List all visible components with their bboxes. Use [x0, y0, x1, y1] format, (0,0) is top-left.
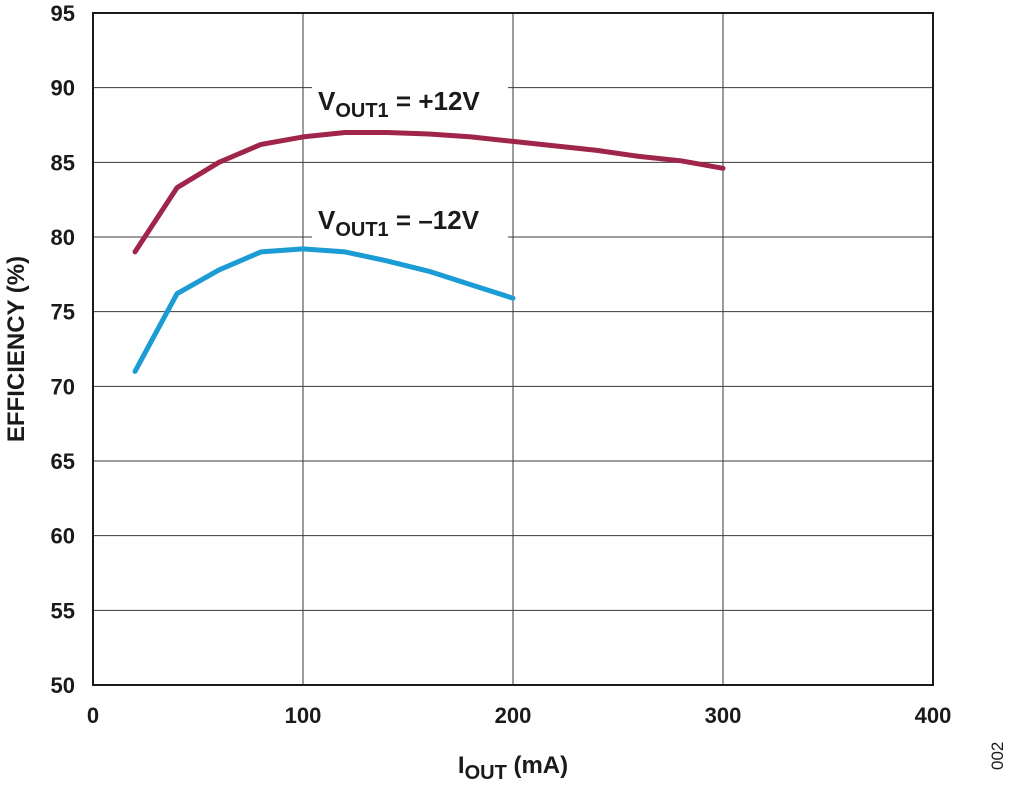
x-tick-label-0: 0: [87, 703, 99, 728]
series-line-pos12v: [132, 130, 726, 255]
series-label-neg12v-value: = –12V: [389, 205, 480, 235]
y-tick-label-55: 55: [51, 598, 75, 623]
x-tick-label-400: 400: [915, 703, 952, 728]
y-tick-label-65: 65: [51, 449, 75, 474]
y-tick-label-60: 60: [51, 524, 75, 549]
y-tick-label-70: 70: [51, 374, 75, 399]
series-label-pos12v-group: VOUT1 = +12V: [312, 78, 508, 122]
y-tick-label-50: 50: [51, 673, 75, 698]
x-axis-title: IOUT (mA): [458, 752, 568, 784]
y-tick-label-95: 95: [51, 1, 75, 26]
x-axis-title-subscript: OUT: [465, 762, 507, 784]
y-tick-label-75: 75: [51, 300, 75, 325]
series-label-pos12v-main: V: [318, 86, 336, 116]
series-label-neg12v-main: V: [318, 205, 336, 235]
x-axis-title-main: I: [458, 752, 465, 779]
y-tick-label-80: 80: [51, 225, 75, 250]
series-label-neg12v-group: VOUT1 = –12V: [312, 197, 508, 241]
y-tick-label-90: 90: [51, 76, 75, 101]
y-tick-label-85: 85: [51, 150, 75, 175]
x-tick-label-200: 200: [495, 703, 532, 728]
series-label-neg12v-bg: [312, 197, 508, 239]
series-label-neg12v-subscript: OUT1: [335, 219, 388, 241]
series-group: [132, 130, 726, 374]
series-label-pos12v: VOUT1 = +12V: [318, 86, 480, 122]
series-label-pos12v-bg: [312, 78, 508, 120]
x-tick-labels: 0 100 200 300 400: [87, 703, 951, 728]
series-label-pos12v-value: = +12V: [389, 86, 481, 116]
x-axis-title-unit: (mA): [507, 752, 568, 779]
y-axis-title: EFFICIENCY (%): [3, 256, 30, 442]
y-tick-labels: 50 55 60 65 70 75 80 85 90 95: [51, 1, 75, 698]
series-line-neg12v: [132, 246, 516, 374]
series-label-pos12v-subscript: OUT1: [335, 100, 388, 122]
figure-code: 002: [988, 742, 1007, 770]
x-tick-label-100: 100: [285, 703, 322, 728]
x-tick-label-300: 300: [705, 703, 742, 728]
series-label-neg12v: VOUT1 = –12V: [318, 205, 480, 241]
plot-frame: [92, 12, 934, 686]
